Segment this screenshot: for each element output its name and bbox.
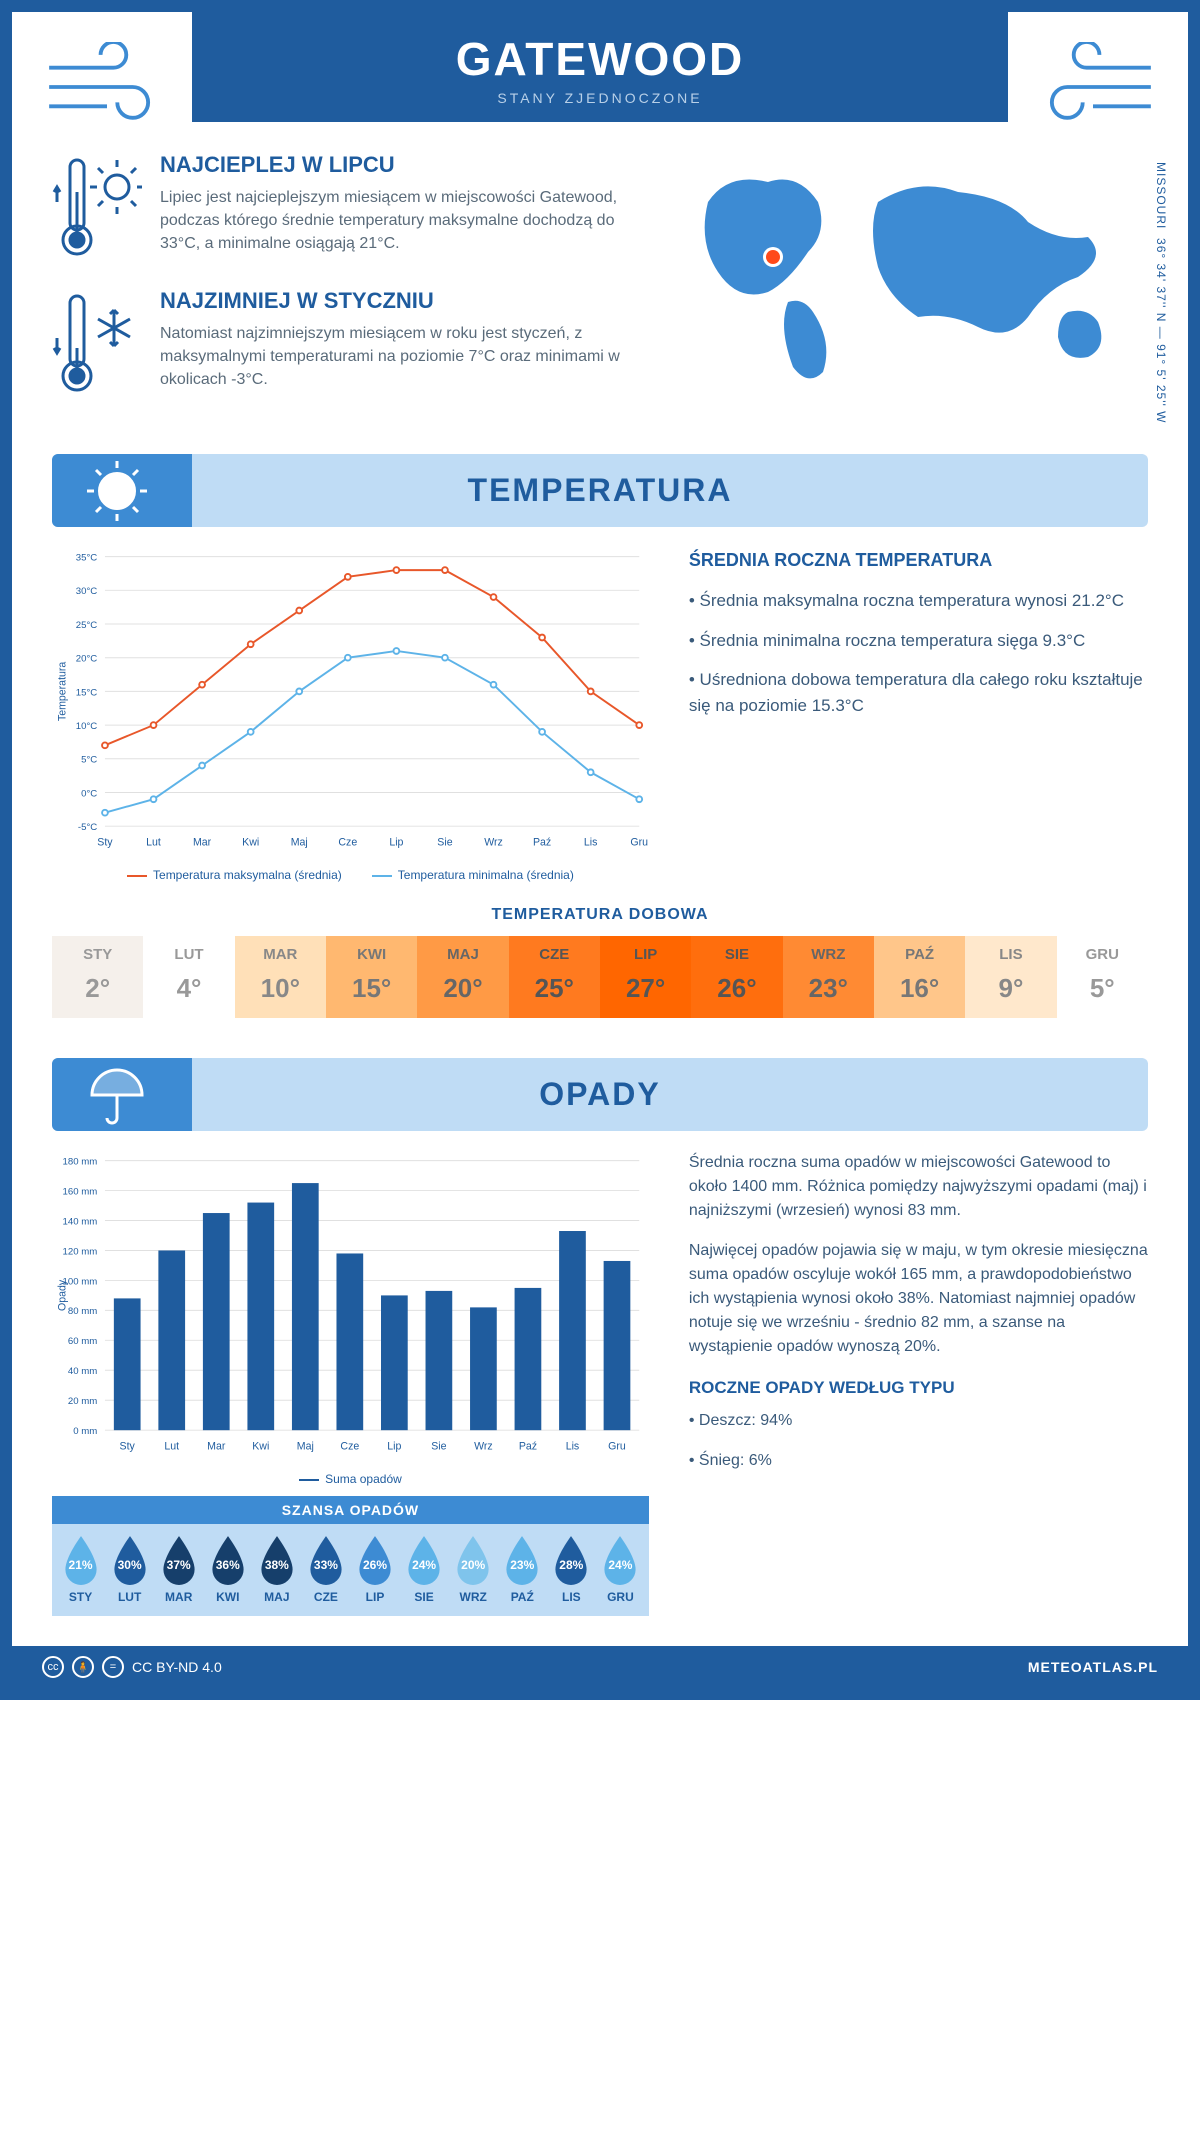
svg-text:-5°C: -5°C (78, 822, 97, 833)
coordinates: MISSOURI 36° 34' 37'' N — 91° 5' 25'' W (1154, 162, 1168, 423)
fact-hottest: NAJCIEPLEJ W LIPCU Lipiec jest najcieple… (52, 152, 638, 262)
svg-text:Paź: Paź (533, 836, 551, 848)
wind-icon (1028, 42, 1158, 132)
temperature-chart: -5°C 0°C 5°C 10°C 15°C 20°C 25°C 30°C 35°C Sty Lut… (52, 547, 649, 882)
svg-text:Sie: Sie (431, 1440, 446, 1452)
svg-text:20°C: 20°C (76, 654, 98, 665)
fact-coldest: NAJZIMNIEJ W STYCZNIU Natomiast najzimni… (52, 288, 638, 398)
svg-text:0 mm: 0 mm (73, 1426, 97, 1437)
thermometer-snow-icon (52, 288, 142, 398)
svg-text:Maj: Maj (297, 1440, 314, 1452)
temp-heading: TEMPERATURA (82, 472, 1118, 509)
precip-p2: Najwięcej opadów pojawia się w maju, w t… (689, 1239, 1148, 1359)
svg-text:Wrz: Wrz (474, 1440, 493, 1452)
site-name: METEOATLAS.PL (1028, 1659, 1158, 1675)
annual-p3: • Uśredniona dobowa temperatura dla całe… (689, 667, 1148, 718)
svg-text:Lis: Lis (584, 836, 598, 848)
precip-legend: Suma opadów (52, 1472, 649, 1486)
svg-text:Lip: Lip (387, 1440, 401, 1452)
fact-cold-body: Natomiast najzimniejszym miesiącem w rok… (160, 322, 638, 392)
svg-text:Gru: Gru (630, 836, 648, 848)
svg-text:Maj: Maj (291, 836, 308, 848)
fact-hot-title: NAJCIEPLEJ W LIPCU (160, 152, 638, 178)
svg-text:20 mm: 20 mm (68, 1396, 97, 1407)
license-text: CC BY-ND 4.0 (132, 1659, 222, 1675)
temp-legend: Temperatura maksymalna (średnia) Tempera… (52, 868, 649, 882)
precip-p1: Średnia roczna suma opadów w miejscowośc… (689, 1151, 1148, 1223)
svg-text:Mar: Mar (193, 836, 212, 848)
annual-temp-title: ŚREDNIA ROCZNA TEMPERATURA (689, 547, 1148, 574)
svg-text:Kwi: Kwi (242, 836, 259, 848)
svg-text:Opady: Opady (56, 1279, 68, 1311)
svg-text:Gru: Gru (608, 1440, 626, 1452)
precip-heading: OPADY (82, 1076, 1118, 1113)
precip-chance: SZANSA OPADÓW 21%STY30%LUT37%MAR36%KWI38… (52, 1496, 649, 1616)
daily-temp-title: TEMPERATURA DOBOWA (52, 906, 1148, 924)
page-subtitle: STANY ZJEDNOCZONE (192, 90, 1008, 106)
svg-text:10°C: 10°C (76, 721, 98, 732)
svg-text:Temperatura: Temperatura (56, 662, 68, 721)
svg-text:120 mm: 120 mm (63, 1246, 98, 1257)
wind-icon (42, 42, 172, 132)
svg-text:40 mm: 40 mm (68, 1366, 97, 1377)
svg-text:Kwi: Kwi (252, 1440, 269, 1452)
daily-temp-strip: STY2°LUT4°MAR10°KWI15°MAJ20°CZE25°LIP27°… (52, 936, 1148, 1018)
annual-p2: • Średnia minimalna roczna temperatura s… (689, 628, 1148, 654)
svg-text:Mar: Mar (207, 1440, 226, 1452)
precip-snow: • Śnieg: 6% (689, 1449, 1148, 1473)
annual-p1: • Średnia maksymalna roczna temperatura … (689, 588, 1148, 614)
svg-text:Lis: Lis (566, 1440, 580, 1452)
umbrella-icon (82, 1060, 152, 1130)
section-temperature: TEMPERATURA (52, 454, 1148, 527)
svg-text:25°C: 25°C (76, 620, 98, 631)
svg-text:35°C: 35°C (76, 552, 98, 563)
svg-text:Lip: Lip (389, 836, 403, 848)
thermometer-sun-icon (52, 152, 142, 262)
svg-text:0°C: 0°C (81, 788, 97, 799)
cc-icon: cc (42, 1656, 64, 1678)
svg-text:15°C: 15°C (76, 687, 98, 698)
svg-text:Sty: Sty (97, 836, 113, 848)
precip-chart: 0 mm20 mm40 mm60 mm80 mm100 mm120 mm140 … (52, 1151, 649, 1616)
fact-hot-body: Lipiec jest najcieplejszym miesiącem w m… (160, 186, 638, 256)
sun-icon (82, 456, 152, 526)
header: GATEWOOD STANY ZJEDNOCZONE (192, 12, 1008, 122)
svg-text:Sty: Sty (120, 1440, 136, 1452)
svg-text:Cze: Cze (338, 836, 357, 848)
page-title: GATEWOOD (192, 32, 1008, 86)
world-map (668, 152, 1148, 392)
svg-text:Lut: Lut (146, 836, 161, 848)
svg-text:5°C: 5°C (81, 755, 97, 766)
by-icon: 🧍 (72, 1656, 94, 1678)
svg-text:80 mm: 80 mm (68, 1306, 97, 1317)
footer: cc 🧍 = CC BY-ND 4.0 METEOATLAS.PL (12, 1646, 1188, 1688)
section-precip: OPADY (52, 1058, 1148, 1131)
precip-rain: • Deszcz: 94% (689, 1409, 1148, 1433)
svg-text:Sie: Sie (437, 836, 452, 848)
svg-text:Paź: Paź (519, 1440, 537, 1452)
svg-text:Cze: Cze (340, 1440, 359, 1452)
svg-text:30°C: 30°C (76, 586, 98, 597)
nd-icon: = (102, 1656, 124, 1678)
svg-text:Lut: Lut (164, 1440, 179, 1452)
fact-cold-title: NAJZIMNIEJ W STYCZNIU (160, 288, 638, 314)
svg-text:60 mm: 60 mm (68, 1336, 97, 1347)
svg-text:140 mm: 140 mm (63, 1216, 98, 1227)
svg-text:Wrz: Wrz (484, 836, 503, 848)
svg-text:160 mm: 160 mm (63, 1186, 98, 1197)
svg-text:180 mm: 180 mm (63, 1157, 98, 1168)
precip-bytype-title: ROCZNE OPADY WEDŁUG TYPU (689, 1375, 1148, 1401)
